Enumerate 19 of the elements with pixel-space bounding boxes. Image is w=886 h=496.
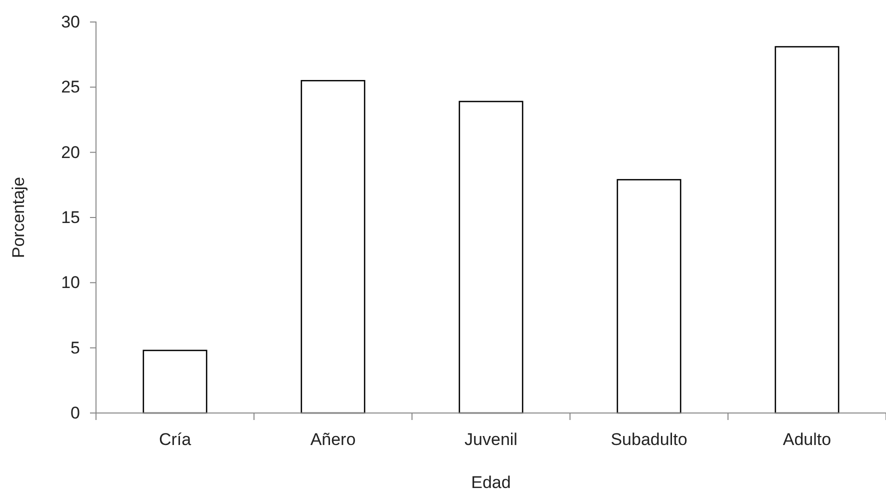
y-tick-label: 15: [61, 208, 80, 227]
bar: [458, 100, 524, 414]
y-tick-label: 5: [70, 338, 80, 358]
bar: [142, 350, 208, 414]
bar: [774, 46, 840, 414]
x-tick-label: Juvenil: [464, 430, 518, 449]
x-tick-label: Cría: [158, 430, 192, 449]
y-tick-label: 10: [61, 273, 80, 292]
y-axis-title: Porcentaje: [9, 176, 28, 258]
bar: [616, 179, 682, 414]
y-tick-label: 0: [70, 403, 80, 422]
x-tick-label: Adulto: [782, 430, 832, 449]
x-tick-label: Subadulto: [610, 430, 688, 449]
x-tick-label: Añero: [310, 430, 356, 449]
y-tick-label: 30: [61, 12, 80, 32]
y-tick-label: 25: [61, 78, 80, 97]
x-axis-title: Edad: [471, 473, 511, 492]
bar: [300, 80, 366, 414]
y-tick-label: 20: [61, 142, 80, 162]
